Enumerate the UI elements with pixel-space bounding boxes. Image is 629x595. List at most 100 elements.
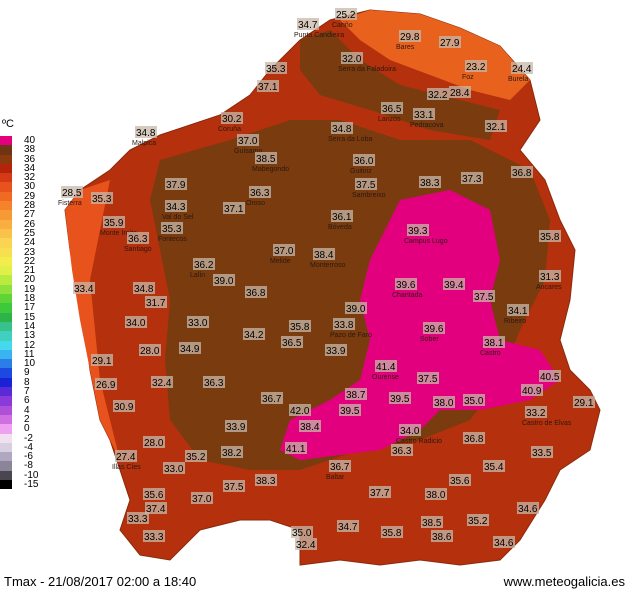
reading-value: 37.0 (274, 246, 294, 257)
reading-value: 35.2 (186, 452, 206, 463)
station-reading: 37.5 (473, 290, 495, 303)
reading-box (333, 318, 355, 330)
reading-box (297, 18, 319, 30)
reading-value: 39.0 (214, 276, 234, 287)
reading-box (133, 282, 155, 294)
station-reading: 42.0 (289, 404, 311, 417)
reading-value: 36.0 (354, 156, 374, 167)
reading-value: 39.6 (396, 280, 416, 291)
legend-entry: -6 (0, 451, 33, 462)
legend-swatch (0, 377, 12, 388)
station-reading: 35.8 (539, 230, 561, 243)
reading-box (223, 202, 245, 214)
legend-label: 32 (24, 172, 36, 184)
reading-place: Campus Lugo (404, 238, 448, 245)
reading-box (539, 370, 561, 382)
reading-value: 38.4 (314, 250, 334, 261)
reading-box (151, 376, 173, 388)
station-reading: 36.8 (463, 432, 485, 445)
reading-box (91, 192, 113, 204)
reading-value: 32.2 (428, 90, 448, 101)
legend-label: 8 (24, 376, 30, 388)
legend-swatch (0, 470, 12, 480)
reading-box (391, 444, 413, 456)
station-reading: 35.4 (483, 460, 505, 473)
legend-entry: 13 (0, 330, 35, 341)
reading-box (507, 304, 529, 316)
website-link[interactable]: www.meteogalicia.es (503, 574, 625, 589)
reading-box (463, 394, 485, 406)
reading-value: 34.7 (338, 522, 358, 533)
legend-swatch (0, 303, 12, 313)
legend-label: 25 (24, 227, 36, 239)
reading-value: 40.9 (522, 386, 542, 397)
legend-swatch (0, 433, 12, 443)
reading-box (417, 372, 439, 384)
reading-box (467, 514, 489, 526)
reading-place: Ancares (536, 284, 562, 291)
reading-box (355, 178, 377, 190)
zone-north-coast (340, 10, 530, 100)
reading-place: Fisterra (58, 200, 82, 207)
reading-box (531, 446, 553, 458)
reading-box (165, 200, 187, 212)
reading-box (399, 424, 421, 436)
reading-place: Malpica (132, 140, 156, 147)
reading-box (331, 122, 353, 134)
reading-box (255, 152, 277, 164)
reading-place: Mabegondo (252, 166, 289, 173)
reading-box (461, 172, 483, 184)
reading-value: 34.6 (494, 538, 514, 549)
reading-value: 34.0 (126, 318, 146, 329)
legend-swatch (0, 247, 12, 257)
legend-label: 9 (24, 367, 30, 379)
legend-entry: 4 (0, 405, 30, 416)
reading-value: 39.0 (346, 304, 366, 315)
legend-entry: 23 (0, 247, 35, 258)
reading-value: 38.0 (426, 490, 446, 501)
legend-swatch (0, 349, 12, 360)
reading-box (473, 290, 495, 302)
reading-value: 36.3 (392, 446, 412, 457)
reading-box (483, 336, 505, 348)
reading-box (163, 462, 185, 474)
station-reading: 38.3 (419, 176, 441, 189)
station-reading: 33.9 (225, 420, 247, 433)
reading-place: Melide (270, 258, 291, 265)
reading-box (329, 460, 351, 472)
station-reading: 38.4 (299, 420, 321, 433)
station-reading: 38.2 (221, 446, 243, 459)
station-reading: 33.0 (187, 316, 209, 329)
reading-value: 34.3 (166, 202, 186, 213)
reading-value: 35.3 (92, 194, 112, 205)
reading-box (261, 392, 283, 404)
reading-box (191, 492, 213, 504)
zone-west-coast (65, 180, 120, 460)
reading-value: 35.9 (104, 218, 124, 229)
legend-swatch (0, 452, 12, 462)
reading-value: 33.3 (128, 514, 148, 525)
reading-value: 36.3 (128, 234, 148, 245)
reading-value: 35.8 (290, 322, 310, 333)
legend-label: 15 (24, 311, 36, 323)
reading-value: 32.0 (342, 54, 362, 65)
reading-box (421, 516, 443, 528)
reading-box (145, 502, 167, 514)
legend-swatch (0, 312, 12, 322)
reading-value: 36.7 (330, 462, 350, 473)
legend-label: 30 (24, 181, 36, 193)
reading-place: Coruña (218, 126, 241, 133)
reading-box (255, 474, 277, 486)
legend-entry: 24 (0, 237, 35, 248)
legend-entry: 6 (0, 395, 30, 406)
reading-value: 33.9 (326, 346, 346, 357)
station-reading: 35.2 (185, 450, 207, 463)
legend-label: -4 (24, 441, 33, 453)
